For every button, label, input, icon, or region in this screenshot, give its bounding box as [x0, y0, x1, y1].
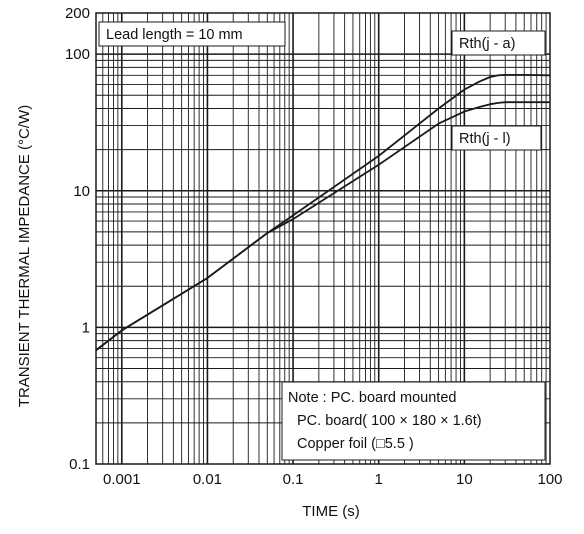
x-tick-label: 0.1	[283, 471, 304, 488]
x-axis-title: TIME (s)	[302, 503, 360, 520]
x-tick-label: 0.001	[103, 471, 141, 488]
legend-rth-jl: Rth(j - l)	[451, 125, 542, 151]
note-line: PC. board( 100 × 180 × 1.6t)	[297, 413, 482, 429]
x-tick-label: 0.01	[193, 471, 222, 488]
lead-length-box: Lead length = 10 mm	[98, 21, 286, 47]
series-lines: Rth(j - a)Rth(j - l)	[95, 73, 551, 351]
note-line: Note : PC. board mounted	[288, 390, 456, 406]
y-tick-label: 0.1	[69, 456, 90, 473]
y-tick-label: 10	[73, 183, 90, 200]
tick-labels: 0.001 0.01 0.1 1 10 100 0.1 1 10 100 200	[65, 5, 563, 488]
plot-frame	[95, 12, 551, 465]
y-tick-label: 100	[65, 46, 90, 63]
x-tick-label: 10	[456, 471, 473, 488]
x-tick-label: 100	[537, 471, 562, 488]
y-axis-title: TRANSIENT THERMAL IMPEDANCE (°C/W)	[16, 105, 33, 407]
x-tick-label: 1	[375, 471, 383, 488]
legend-rth-ja-label: Rth(j - a)	[459, 36, 515, 52]
legend-rth-ja: Rth(j - a)	[451, 30, 546, 56]
y-tick-label: 1	[82, 319, 90, 336]
series-line: Rth(j - a)	[95, 73, 551, 351]
note-line: Copper foil (□5.5 )	[297, 436, 414, 452]
series-line: Rth(j - l)	[95, 101, 550, 351]
note-box: Note : PC. board mounted PC. board( 100 …	[281, 381, 546, 461]
lead-length-label: Lead length = 10 mm	[106, 27, 243, 43]
y-tick-label: 200	[65, 5, 90, 22]
legend-rth-jl-label: Rth(j - l)	[459, 131, 511, 147]
